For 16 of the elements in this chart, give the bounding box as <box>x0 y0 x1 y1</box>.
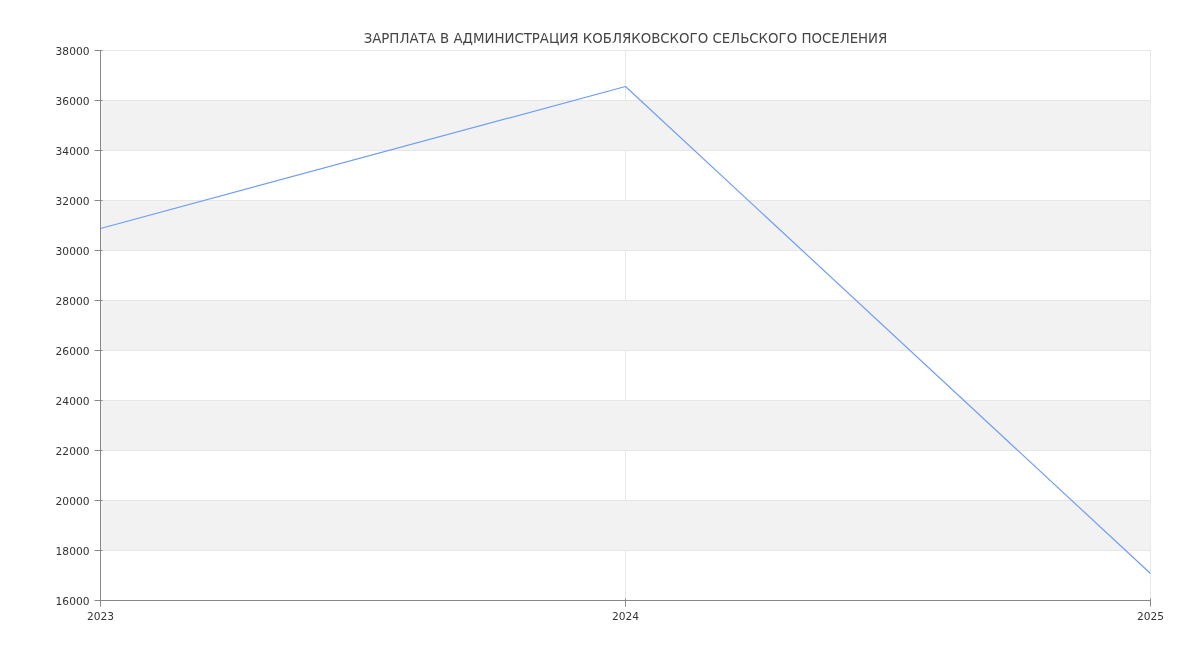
y-tick-label: 16000 <box>55 594 90 608</box>
y-tick-label: 36000 <box>55 94 90 108</box>
y-tick-label: 24000 <box>55 394 90 408</box>
y-tick-label: 26000 <box>55 344 90 358</box>
y-tick-label: 38000 <box>55 44 90 58</box>
x-tick-label: 2025 <box>1136 609 1165 623</box>
chart-title: ЗАРПЛАТА В АДМИНИСТРАЦИЯ КОБЛЯКОВСКОГО СЕЛЬСКОГО ПОСЕЛЕНИЯ <box>363 30 888 46</box>
x-tick-label: 2023 <box>86 609 115 623</box>
y-tick-label: 28000 <box>55 294 90 308</box>
x-tick-label: 2024 <box>611 609 640 623</box>
y-tick-label: 22000 <box>55 444 90 458</box>
y-tick-label: 20000 <box>55 494 90 508</box>
y-tick-label: 30000 <box>55 244 90 258</box>
y-tick-label: 34000 <box>55 144 90 158</box>
y-tick-label: 32000 <box>55 194 90 208</box>
y-tick-label: 18000 <box>55 544 90 558</box>
